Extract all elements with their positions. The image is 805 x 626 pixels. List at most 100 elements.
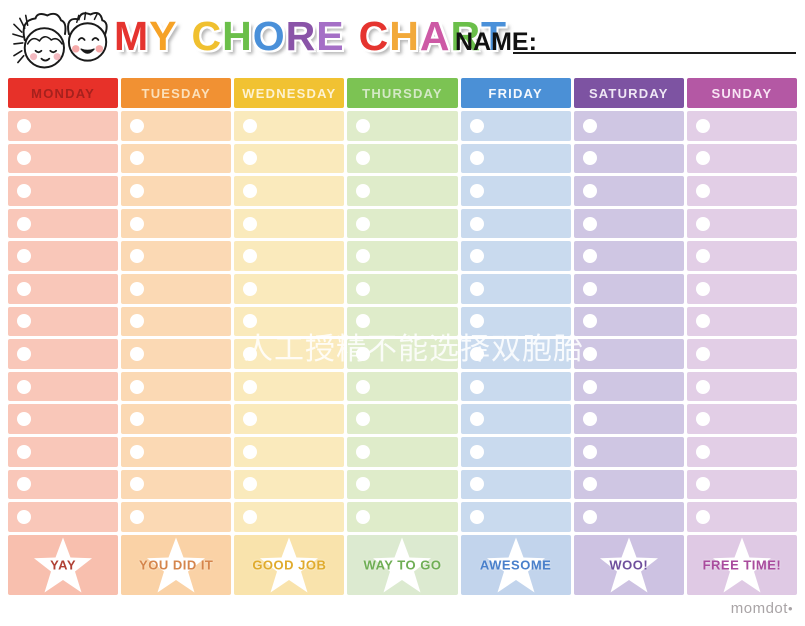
chore-check-dot[interactable] [356,314,371,329]
chore-check-dot[interactable] [130,509,145,524]
chore-check-dot[interactable] [243,477,258,492]
chore-check-dot[interactable] [695,379,710,394]
chore-check-dot[interactable] [356,151,371,166]
chore-check-dot[interactable] [130,281,145,296]
chore-check-dot[interactable] [243,346,258,361]
chore-check-dot[interactable] [243,183,258,198]
chore-check-dot[interactable] [469,444,484,459]
chore-check-dot[interactable] [469,183,484,198]
chore-check-dot[interactable] [243,412,258,427]
chore-check-dot[interactable] [130,346,145,361]
chore-check-dot[interactable] [469,477,484,492]
chore-check-dot[interactable] [582,216,597,231]
chore-check-dot[interactable] [356,412,371,427]
chore-check-dot[interactable] [469,216,484,231]
chore-check-dot[interactable] [582,412,597,427]
star-icon [712,537,771,593]
chore-check-dot[interactable] [130,379,145,394]
title-letter: T [481,13,508,59]
chore-check-dot[interactable] [243,216,258,231]
chore-check-dot[interactable] [582,444,597,459]
chore-check-dot[interactable] [695,509,710,524]
chore-check-dot[interactable] [17,444,31,459]
chore-check-dot[interactable] [243,281,258,296]
chore-check-dot[interactable] [695,412,710,427]
chore-check-dot[interactable] [243,379,258,394]
chore-check-dot[interactable] [469,346,484,361]
chore-check-dot[interactable] [356,477,371,492]
chore-check-dot[interactable] [356,346,371,361]
chore-row-cell [234,502,345,532]
chore-check-dot[interactable] [695,183,710,198]
chore-check-dot[interactable] [582,379,597,394]
chore-check-dot[interactable] [17,346,31,361]
chore-check-dot[interactable] [582,249,597,264]
chore-check-dot[interactable] [130,183,145,198]
chore-check-dot[interactable] [469,118,484,133]
chore-check-dot[interactable] [356,281,371,296]
chore-check-dot[interactable] [469,281,484,296]
chore-check-dot[interactable] [243,314,258,329]
chore-check-dot[interactable] [243,151,258,166]
chore-check-dot[interactable] [469,314,484,329]
chore-check-dot[interactable] [695,314,710,329]
chore-check-dot[interactable] [130,249,145,264]
chore-check-dot[interactable] [695,444,710,459]
day-header-monday: MONDAY [8,78,119,108]
chore-check-dot[interactable] [695,216,710,231]
chore-check-dot[interactable] [17,183,31,198]
chore-check-dot[interactable] [356,183,371,198]
kids-doodle-icon [12,11,108,69]
chore-check-dot[interactable] [356,444,371,459]
chore-check-dot[interactable] [243,509,258,524]
chore-check-dot[interactable] [582,477,597,492]
chore-check-dot[interactable] [130,314,145,329]
chore-check-dot[interactable] [356,216,371,231]
chore-check-dot[interactable] [469,379,484,394]
chore-check-dot[interactable] [243,118,258,133]
chore-check-dot[interactable] [130,412,145,427]
chore-check-dot[interactable] [130,216,145,231]
chore-check-dot[interactable] [243,249,258,264]
chore-check-dot[interactable] [17,314,31,329]
chore-check-dot[interactable] [469,249,484,264]
chore-check-dot[interactable] [243,444,258,459]
chore-check-dot[interactable] [695,281,710,296]
chore-check-dot[interactable] [17,118,31,133]
chore-row-cell [121,306,232,337]
chore-check-dot[interactable] [17,477,31,492]
chore-check-dot[interactable] [17,249,31,264]
chore-check-dot[interactable] [695,249,710,264]
chore-check-dot[interactable] [17,151,31,166]
chore-check-dot[interactable] [17,281,31,296]
chore-check-dot[interactable] [582,509,597,524]
chore-check-dot[interactable] [695,346,710,361]
chore-check-dot[interactable] [582,314,597,329]
chore-check-dot[interactable] [582,151,597,166]
chore-check-dot[interactable] [17,509,31,524]
chore-check-dot[interactable] [130,118,145,133]
chore-check-dot[interactable] [17,216,31,231]
chore-check-dot[interactable] [469,151,484,166]
chore-check-dot[interactable] [17,379,31,394]
chore-check-dot[interactable] [356,118,371,133]
chore-row-cell [8,111,119,141]
chore-check-dot[interactable] [356,379,371,394]
chore-check-dot[interactable] [469,509,484,524]
chore-check-dot[interactable] [356,249,371,264]
chore-check-dot[interactable] [582,183,597,198]
column-wednesday: WEDNESDAY GOOD JOB [234,78,345,596]
chore-check-dot[interactable] [695,151,710,166]
chore-check-dot[interactable] [130,444,145,459]
chore-check-dot[interactable] [356,509,371,524]
chore-check-dot[interactable] [695,118,710,133]
chore-check-dot[interactable] [582,281,597,296]
chore-check-dot[interactable] [695,477,710,492]
chore-check-dot[interactable] [582,118,597,133]
chore-check-dot[interactable] [130,477,145,492]
chore-check-dot[interactable] [469,412,484,427]
chore-check-dot[interactable] [582,346,597,361]
chore-check-dot[interactable] [17,412,31,427]
chore-check-dot[interactable] [130,151,145,166]
name-input-line[interactable] [513,52,796,54]
